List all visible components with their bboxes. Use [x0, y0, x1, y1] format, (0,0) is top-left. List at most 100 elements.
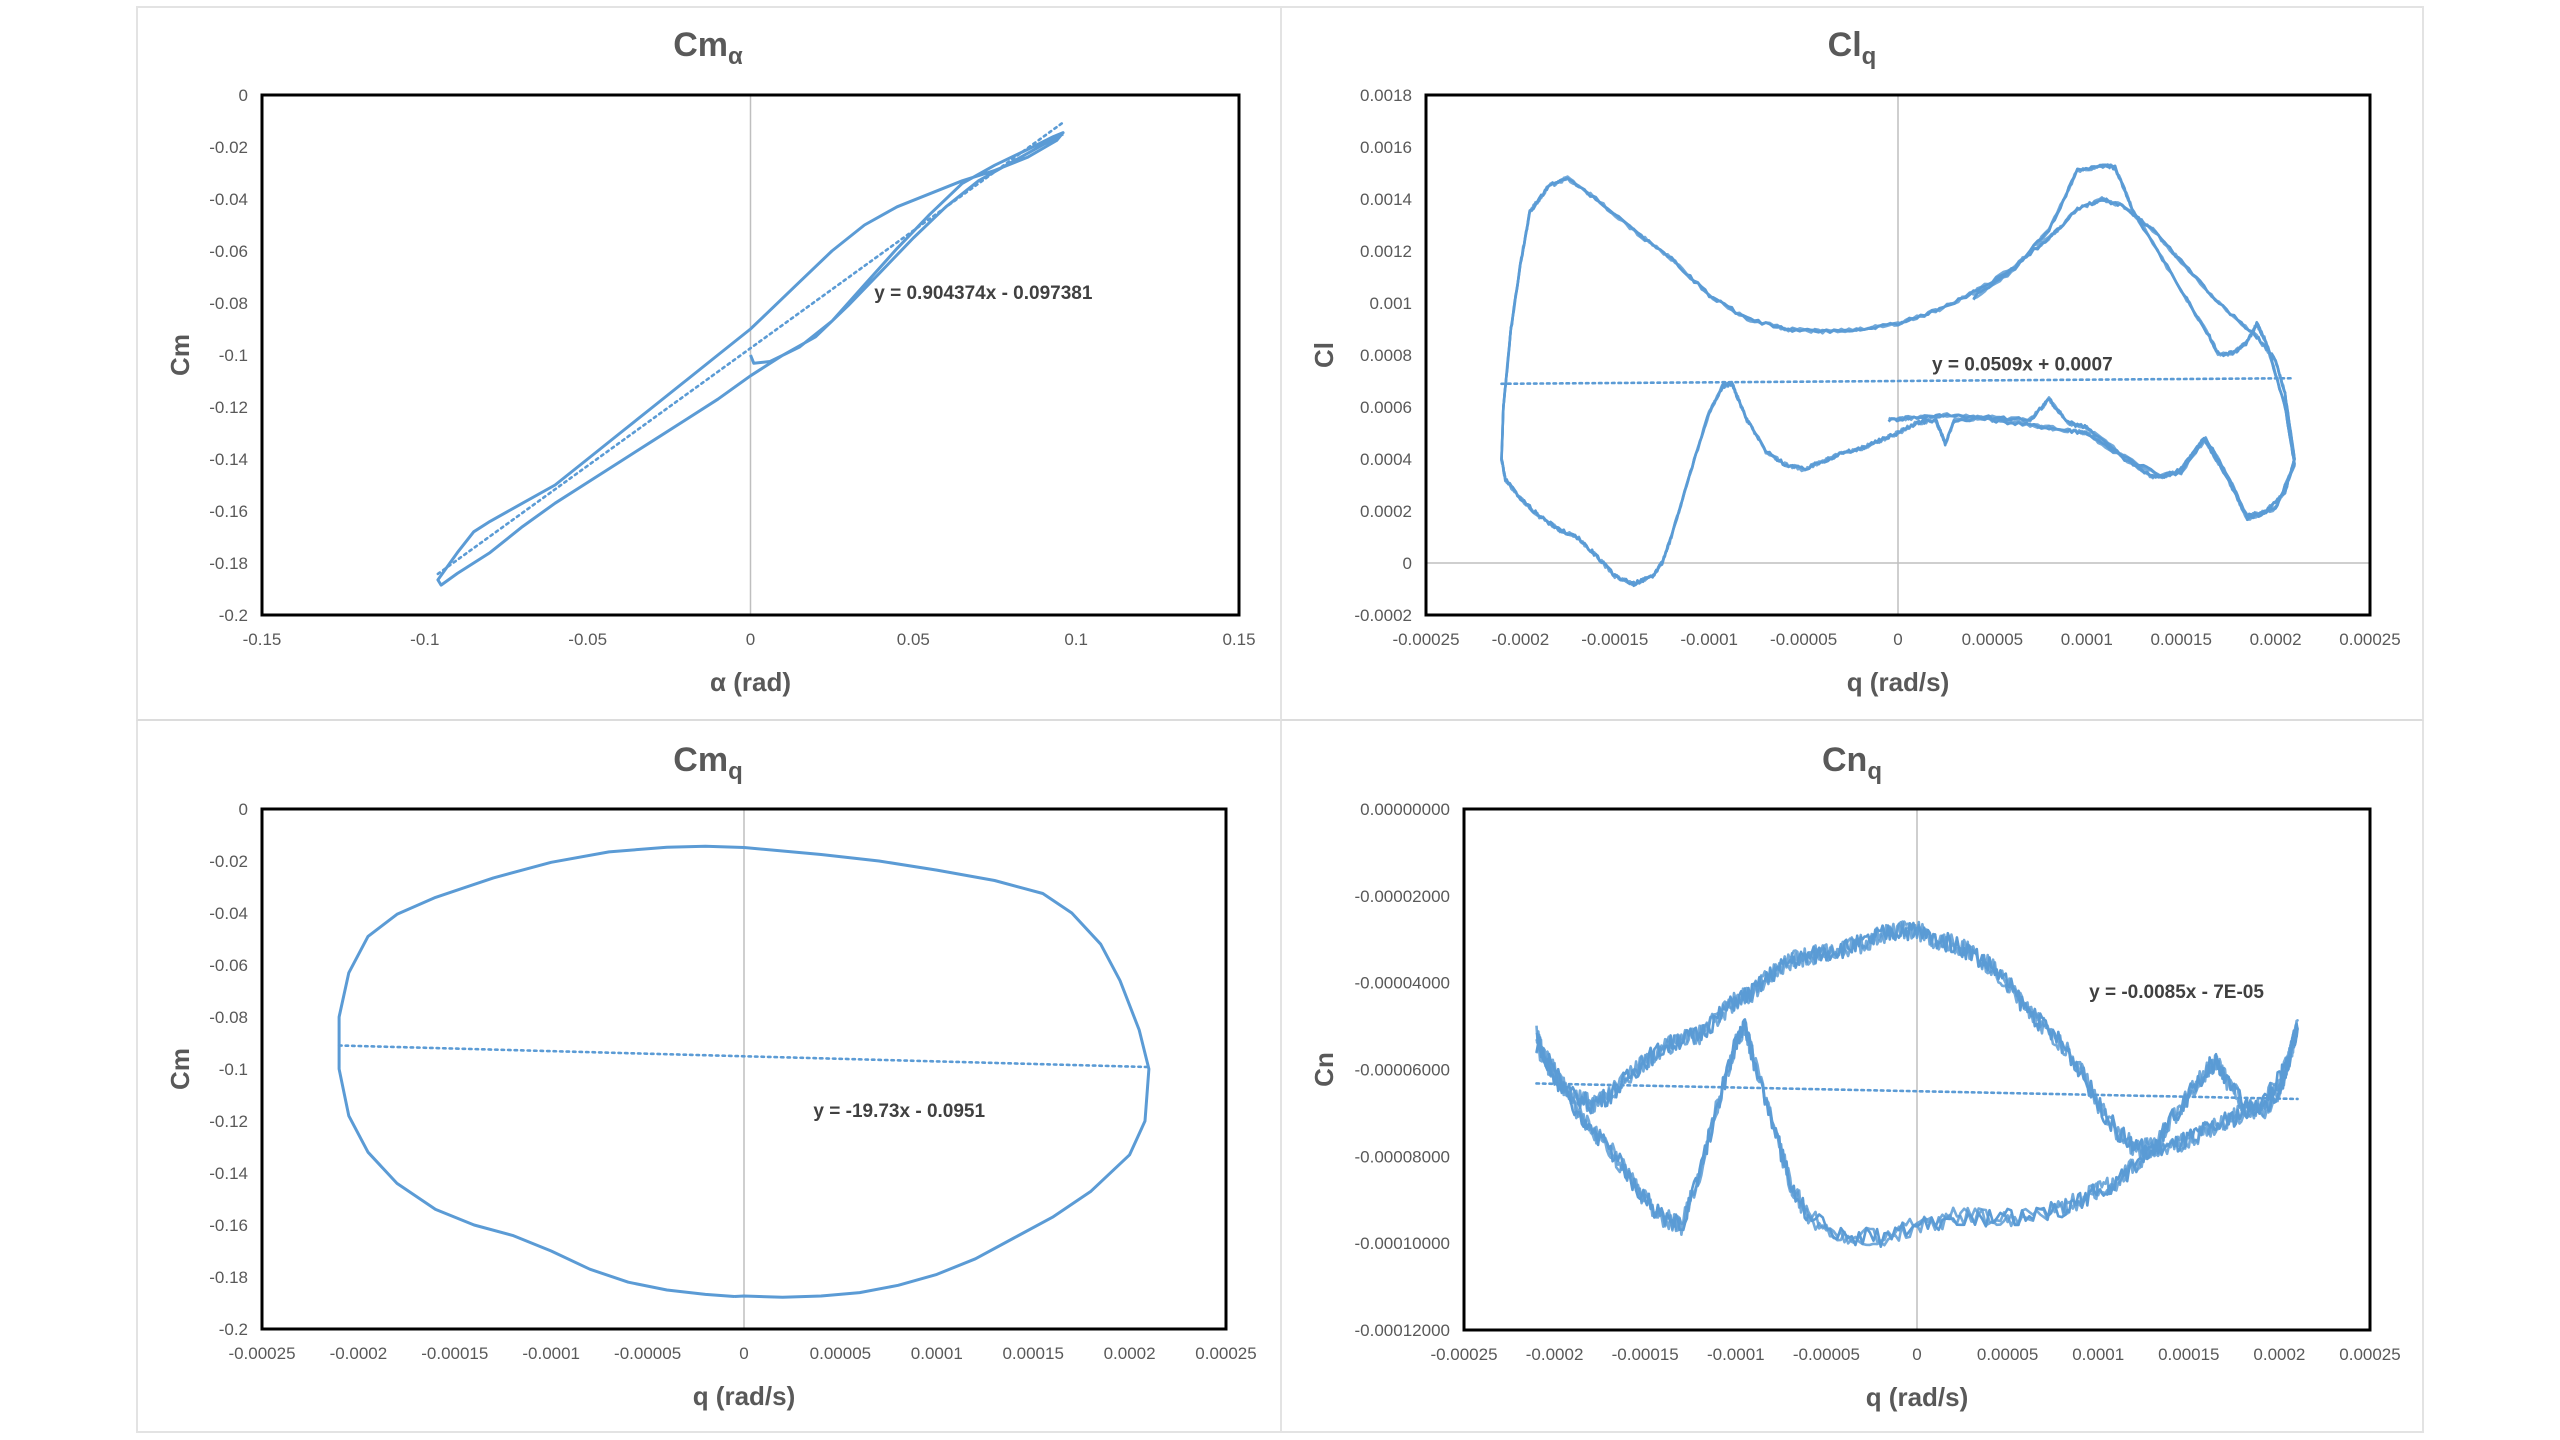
x-tick-label: 0.00025 [2339, 1345, 2400, 1364]
x-tick-label: 0 [739, 1344, 748, 1363]
x-tick-label: 0.00015 [1002, 1344, 1063, 1363]
y-tick-label: -0.08 [209, 294, 248, 313]
x-tick-label: -0.00025 [1430, 1345, 1497, 1364]
chart-cm-q: Cmq y = -19.73x - 0.0951 0 -0.02 -0.04 -0.06 -… [165, 741, 1257, 1411]
x-tick-label: -0.0002 [1526, 1345, 1584, 1364]
y-tick-label: 0 [239, 86, 248, 105]
y-tick-label: -0.06 [209, 956, 248, 975]
x-tick-label: 0.00015 [2158, 1345, 2219, 1364]
x-tick-label: 0.00025 [1195, 1344, 1256, 1363]
trendline [436, 121, 1065, 576]
y-tick-label: 0.0014 [1360, 190, 1412, 209]
x-tick-label: 0.00025 [2339, 630, 2400, 649]
y-tick-label: 0.0012 [1360, 242, 1412, 261]
chart-panel-cl-q [1280, 6, 2424, 721]
y-tick-label: -0.2 [219, 606, 248, 625]
y-tick-label: -0.16 [209, 502, 248, 521]
y-tick-label: -0.16 [209, 1216, 248, 1235]
y-tick-label: 0.0004 [1360, 450, 1412, 469]
y-tick-label: -0.02 [209, 852, 248, 871]
y-tick-label: 0.001 [1369, 294, 1412, 313]
y-axis-title: Cm [165, 334, 195, 376]
x-tick-label: 0.0002 [2253, 1345, 2305, 1364]
x-tick-label: -0.05 [568, 630, 607, 649]
x-tick-label: 0.1 [1064, 630, 1088, 649]
plot-frame [1424, 93, 2372, 617]
x-tick-label: 0.0002 [1104, 1344, 1156, 1363]
y-tick-label: -0.12 [209, 398, 248, 417]
y-tick-label: -0.06 [209, 242, 248, 261]
trendline [1535, 1082, 2299, 1101]
x-tick-label: 0 [1912, 1345, 1921, 1364]
y-tick-label: 0.0016 [1360, 138, 1412, 157]
x-axis-title: q (rad/s) [693, 1381, 796, 1411]
x-tick-label: -0.0002 [1492, 630, 1550, 649]
y-tick-label: -0.00002000 [1355, 887, 1450, 906]
y-tick-label: -0.12 [209, 1112, 248, 1131]
x-tick-label: 0.00005 [810, 1344, 871, 1363]
y-axis-title: Cn [1309, 1052, 1339, 1087]
x-tick-label: 0.00005 [1977, 1345, 2038, 1364]
x-axis-title: q (rad/s) [1866, 1382, 1969, 1412]
y-tick-label: -0.14 [209, 1164, 248, 1183]
series-line [1500, 163, 2296, 587]
y-tick-label: -0.18 [209, 554, 248, 573]
x-tick-label: 0.00015 [2150, 630, 2211, 649]
x-tick-label: -0.00005 [1793, 1345, 1860, 1364]
x-tick-label: 0.0001 [911, 1344, 963, 1363]
y-tick-label: 0.0018 [1360, 86, 1412, 105]
y-tick-label: -0.1 [219, 1060, 248, 1079]
chart-panel-cm-q [136, 721, 1280, 1433]
x-tick-label: -0.0001 [1707, 1345, 1765, 1364]
x-tick-label: 0.05 [897, 630, 930, 649]
x-tick-label: -0.00015 [1581, 630, 1648, 649]
y-tick-label: 0.0002 [1360, 502, 1412, 521]
plot-frame [260, 93, 1241, 617]
x-tick-label: -0.15 [243, 630, 282, 649]
y-tick-label: 0.00000000 [1360, 800, 1450, 819]
x-tick-label: -0.00025 [1392, 630, 1459, 649]
x-tick-label: -0.00005 [1770, 630, 1837, 649]
x-tick-label: -0.0001 [522, 1344, 580, 1363]
x-tick-label: 0 [1893, 630, 1902, 649]
x-tick-label: 0.15 [1222, 630, 1255, 649]
x-axis-title: q (rad/s) [1847, 667, 1950, 697]
trendline [337, 1044, 1151, 1069]
y-tick-label: -0.0002 [1354, 606, 1412, 625]
y-tick-label: -0.00008000 [1355, 1147, 1450, 1166]
y-tick-label: 0.0006 [1360, 398, 1412, 417]
y-tick-label: 0 [1403, 554, 1412, 573]
x-tick-label: -0.00005 [614, 1344, 681, 1363]
y-tick-label: -0.14 [209, 450, 248, 469]
y-tick-label: -0.08 [209, 1008, 248, 1027]
chart-title: Cmα [673, 26, 743, 70]
x-tick-label: 0 [746, 630, 755, 649]
y-tick-label: -0.2 [219, 1320, 248, 1339]
trendline-equation: y = -19.73x - 0.0951 [813, 1101, 985, 1122]
trendline-equation: y = -0.0085x - 7E-05 [2089, 982, 2264, 1003]
y-tick-label: -0.04 [209, 190, 248, 209]
y-tick-label: -0.04 [209, 904, 248, 923]
chart-cl-q: Clq y = 0.0509x + 0.0007 0.0018 0.0016 0.001… [1309, 26, 2401, 697]
x-tick-label: -0.00015 [1612, 1345, 1679, 1364]
x-tick-label: 0.0002 [2250, 630, 2302, 649]
x-tick-label: 0.0001 [2061, 630, 2113, 649]
x-tick-label: -0.1 [410, 630, 439, 649]
series-line [436, 131, 1065, 587]
x-tick-label: -0.00025 [228, 1344, 295, 1363]
y-tick-label: -0.1 [219, 346, 248, 365]
trendline-equation: y = 0.0509x + 0.0007 [1932, 355, 2113, 376]
chart-cm-alpha: Cmα y = 0.904374x - 0.097381 0 -0.02 -0.04 -0… [165, 26, 1256, 697]
x-tick-label: 0.0001 [2072, 1345, 2124, 1364]
x-tick-label: -0.0001 [1680, 630, 1738, 649]
series-line [337, 844, 1151, 1299]
chart-title: Cnq [1822, 741, 1882, 785]
y-tick-label: 0 [239, 800, 248, 819]
plot-frame [1462, 807, 2372, 1332]
trendline-equation: y = 0.904374x - 0.097381 [874, 283, 1093, 304]
x-axis-title: α (rad) [710, 667, 791, 697]
series-line [1535, 920, 2299, 1245]
y-tick-label: 0.0008 [1360, 346, 1412, 365]
y-tick-label: -0.00004000 [1355, 974, 1450, 993]
